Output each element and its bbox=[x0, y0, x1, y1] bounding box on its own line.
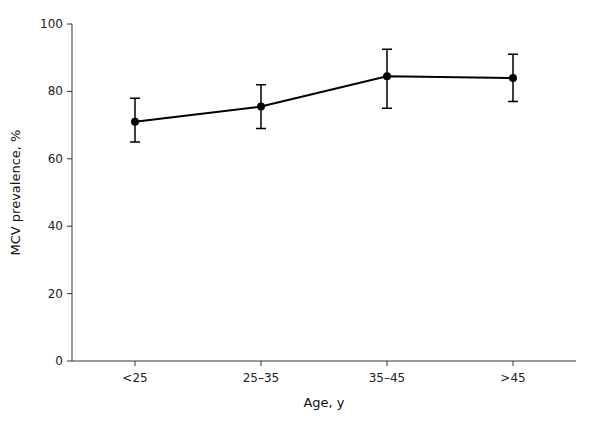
marker bbox=[509, 74, 517, 82]
error-bar-path bbox=[508, 54, 518, 101]
y-tick bbox=[67, 91, 72, 92]
error-bar bbox=[256, 85, 266, 129]
marker bbox=[257, 103, 265, 111]
chart: 0 20 40 60 80 100 <25 25–35 35–45 >45 Age, y MCV pr… bbox=[0, 0, 600, 423]
error-bar-path bbox=[382, 49, 392, 108]
y-axis-label: MCV prevalence, % bbox=[8, 130, 23, 256]
x-tick bbox=[261, 361, 262, 366]
x-tick bbox=[387, 361, 388, 366]
plot-area bbox=[130, 49, 518, 142]
x-tick bbox=[135, 361, 136, 366]
y-tick-label: 80 bbox=[48, 84, 63, 98]
y-tick bbox=[67, 158, 72, 159]
x-tick-label: 25–35 bbox=[243, 371, 280, 385]
error-bar bbox=[382, 49, 392, 108]
x-axis-label: Age, y bbox=[303, 395, 344, 410]
marker bbox=[131, 118, 139, 126]
y-tick bbox=[67, 293, 72, 294]
y-axis-line bbox=[72, 24, 73, 361]
y-tick bbox=[67, 361, 72, 362]
y-tick-label: 0 bbox=[55, 354, 63, 368]
error-bar bbox=[130, 98, 140, 142]
y-tick-label: 60 bbox=[48, 152, 63, 166]
error-bar-path bbox=[130, 98, 140, 142]
y-tick bbox=[67, 24, 72, 25]
line bbox=[135, 76, 513, 121]
y-tick-label: 100 bbox=[40, 17, 63, 31]
error-bar bbox=[508, 54, 518, 101]
chart-container: 0 20 40 60 80 100 <25 25–35 35–45 >45 Age, y MCV pr… bbox=[0, 0, 600, 423]
axes: 0 20 40 60 80 100 <25 25–35 35–45 >45 bbox=[40, 17, 576, 385]
y-tick-label: 20 bbox=[48, 287, 63, 301]
y-tick-label: 40 bbox=[48, 219, 63, 233]
x-tick-label: >45 bbox=[500, 371, 525, 385]
x-tick-label: <25 bbox=[122, 371, 147, 385]
y-tick bbox=[67, 226, 72, 227]
x-tick bbox=[513, 361, 514, 366]
marker bbox=[383, 72, 391, 80]
x-axis-line bbox=[72, 361, 576, 362]
error-bar-path bbox=[256, 85, 266, 129]
x-tick-label: 35–45 bbox=[369, 371, 406, 385]
